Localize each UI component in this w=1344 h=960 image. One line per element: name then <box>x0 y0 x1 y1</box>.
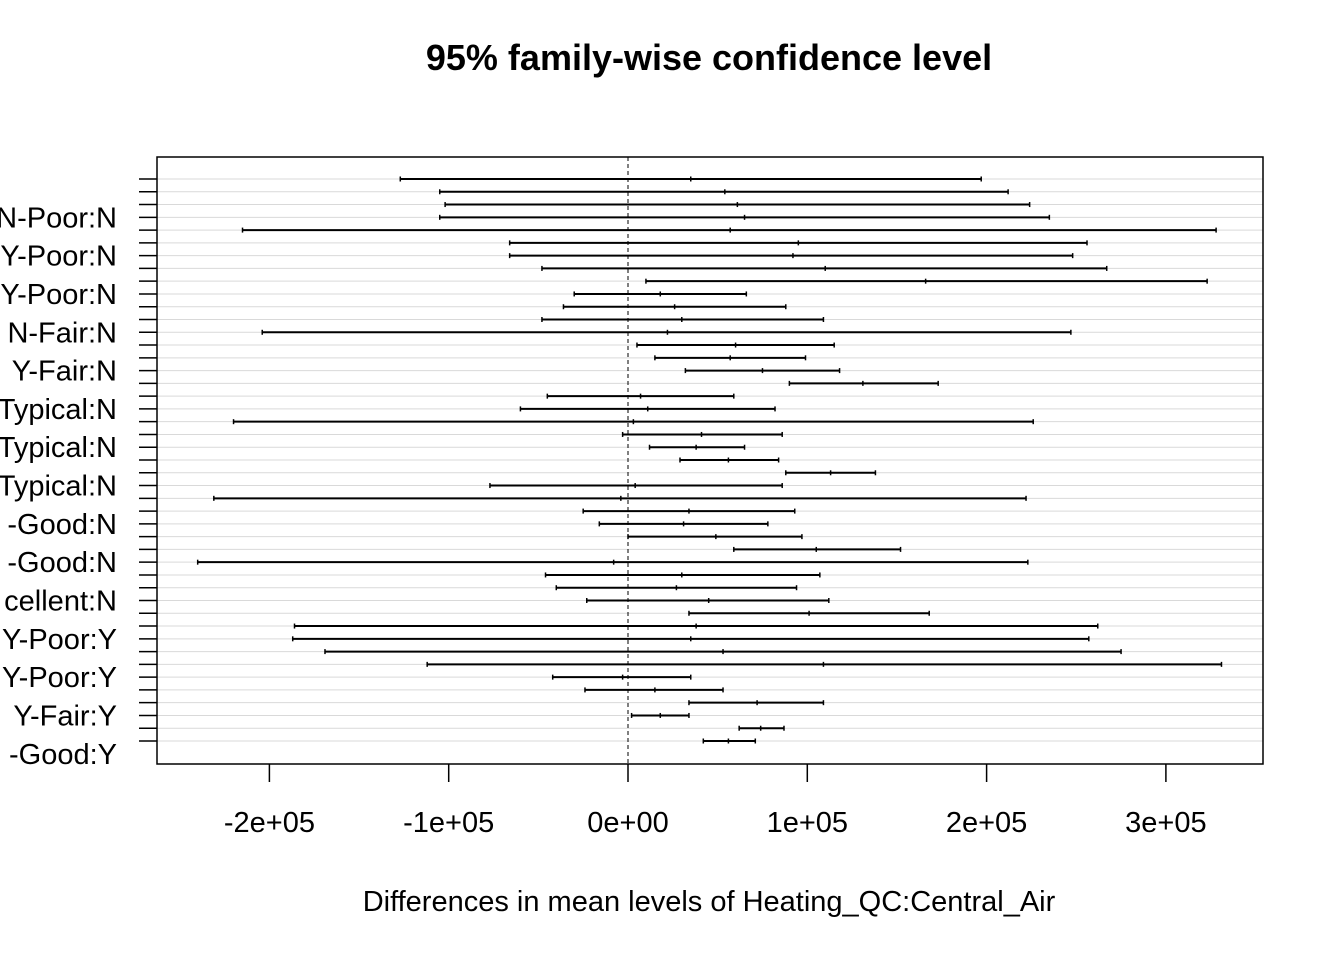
x-tick-label: -1e+05 <box>403 807 494 839</box>
interval-row <box>508 253 1074 259</box>
y-tick-label: -Good:Y <box>9 739 117 771</box>
x-tick-label: 3e+05 <box>1125 807 1206 839</box>
x-tick-label: 2e+05 <box>946 807 1027 839</box>
interval-row <box>654 355 807 361</box>
interval-row <box>648 444 746 450</box>
interval-row <box>573 291 748 297</box>
y-tick-label: Y-Poor:Y <box>2 624 117 656</box>
interval-row <box>684 368 841 374</box>
interval-row <box>541 317 825 322</box>
interval-row <box>688 610 930 616</box>
interval-row <box>438 189 1009 195</box>
interval-row <box>630 712 690 718</box>
interval-row <box>562 304 787 310</box>
interval-row <box>679 457 780 463</box>
y-tick-label: N-Poor:N <box>0 202 117 234</box>
interval-row <box>426 661 1223 667</box>
interval-row <box>636 342 835 348</box>
y-tick-label: Typical:N <box>0 471 117 503</box>
interval-row <box>261 329 1072 335</box>
interval-row <box>586 598 830 603</box>
interval-row <box>788 380 939 386</box>
y-tick-label: Y-Fair:Y <box>13 700 117 732</box>
interval-row <box>399 176 982 182</box>
y-tick-label: Y-Poor:Y <box>2 662 117 694</box>
interval-row <box>555 585 798 591</box>
interval-row <box>733 546 902 552</box>
interval-row <box>785 470 877 476</box>
y-tick-label: N-Fair:N <box>7 317 117 349</box>
interval-row <box>489 483 783 489</box>
interval-row <box>688 700 825 706</box>
x-tick-label: -2e+05 <box>224 807 315 839</box>
interval-row <box>627 534 803 540</box>
y-tick-label: Y-Poor:N <box>0 279 117 311</box>
interval-row <box>621 431 783 437</box>
y-tick-label: -Good:N <box>7 509 117 541</box>
interval-row <box>541 265 1108 271</box>
x-tick-label: 1e+05 <box>767 807 848 839</box>
interval-row <box>645 278 1208 284</box>
y-tick-label: Y-Fair:N <box>12 356 117 388</box>
interval-row <box>584 687 724 693</box>
interval-row <box>519 406 776 412</box>
x-axis-label: Differences in mean levels of Heating_QC… <box>363 886 1056 918</box>
y-tick-label: Typical:N <box>0 394 117 426</box>
y-tick-label: -Good:N <box>7 547 117 579</box>
chart-title: 95% family-wise confidence level <box>426 37 992 78</box>
interval-row <box>241 227 1217 233</box>
interval-row <box>546 393 735 399</box>
x-axis: -2e+05 -1e+05 0e+00 1e+05 2e+05 3e+05 <box>224 764 1207 839</box>
y-tick-label: Typical:N <box>0 432 117 464</box>
interval-row <box>738 725 785 731</box>
interval-row <box>598 521 769 527</box>
x-tick-label: 0e+00 <box>587 807 668 839</box>
interval-row <box>508 240 1088 246</box>
interval-row <box>438 214 1051 220</box>
interval-row <box>582 508 796 514</box>
interval-row <box>551 674 692 680</box>
interval-row <box>702 738 757 744</box>
interval-row <box>196 559 1029 565</box>
interval-row <box>444 202 1031 208</box>
interval-row <box>232 419 1034 425</box>
interval-row <box>291 636 1090 642</box>
interval-series <box>196 176 1223 744</box>
y-axis: N-Poor:N Y-Poor:N Y-Poor:N N-Fair:N Y-Fair:N… <box>0 178 157 771</box>
y-tick-label: cellent:N <box>4 586 117 618</box>
y-tick-label: Y-Poor:N <box>0 241 117 273</box>
interval-row <box>324 649 1122 655</box>
interval-row <box>213 495 1027 501</box>
interval-row <box>544 572 821 578</box>
interval-row <box>293 623 1099 629</box>
